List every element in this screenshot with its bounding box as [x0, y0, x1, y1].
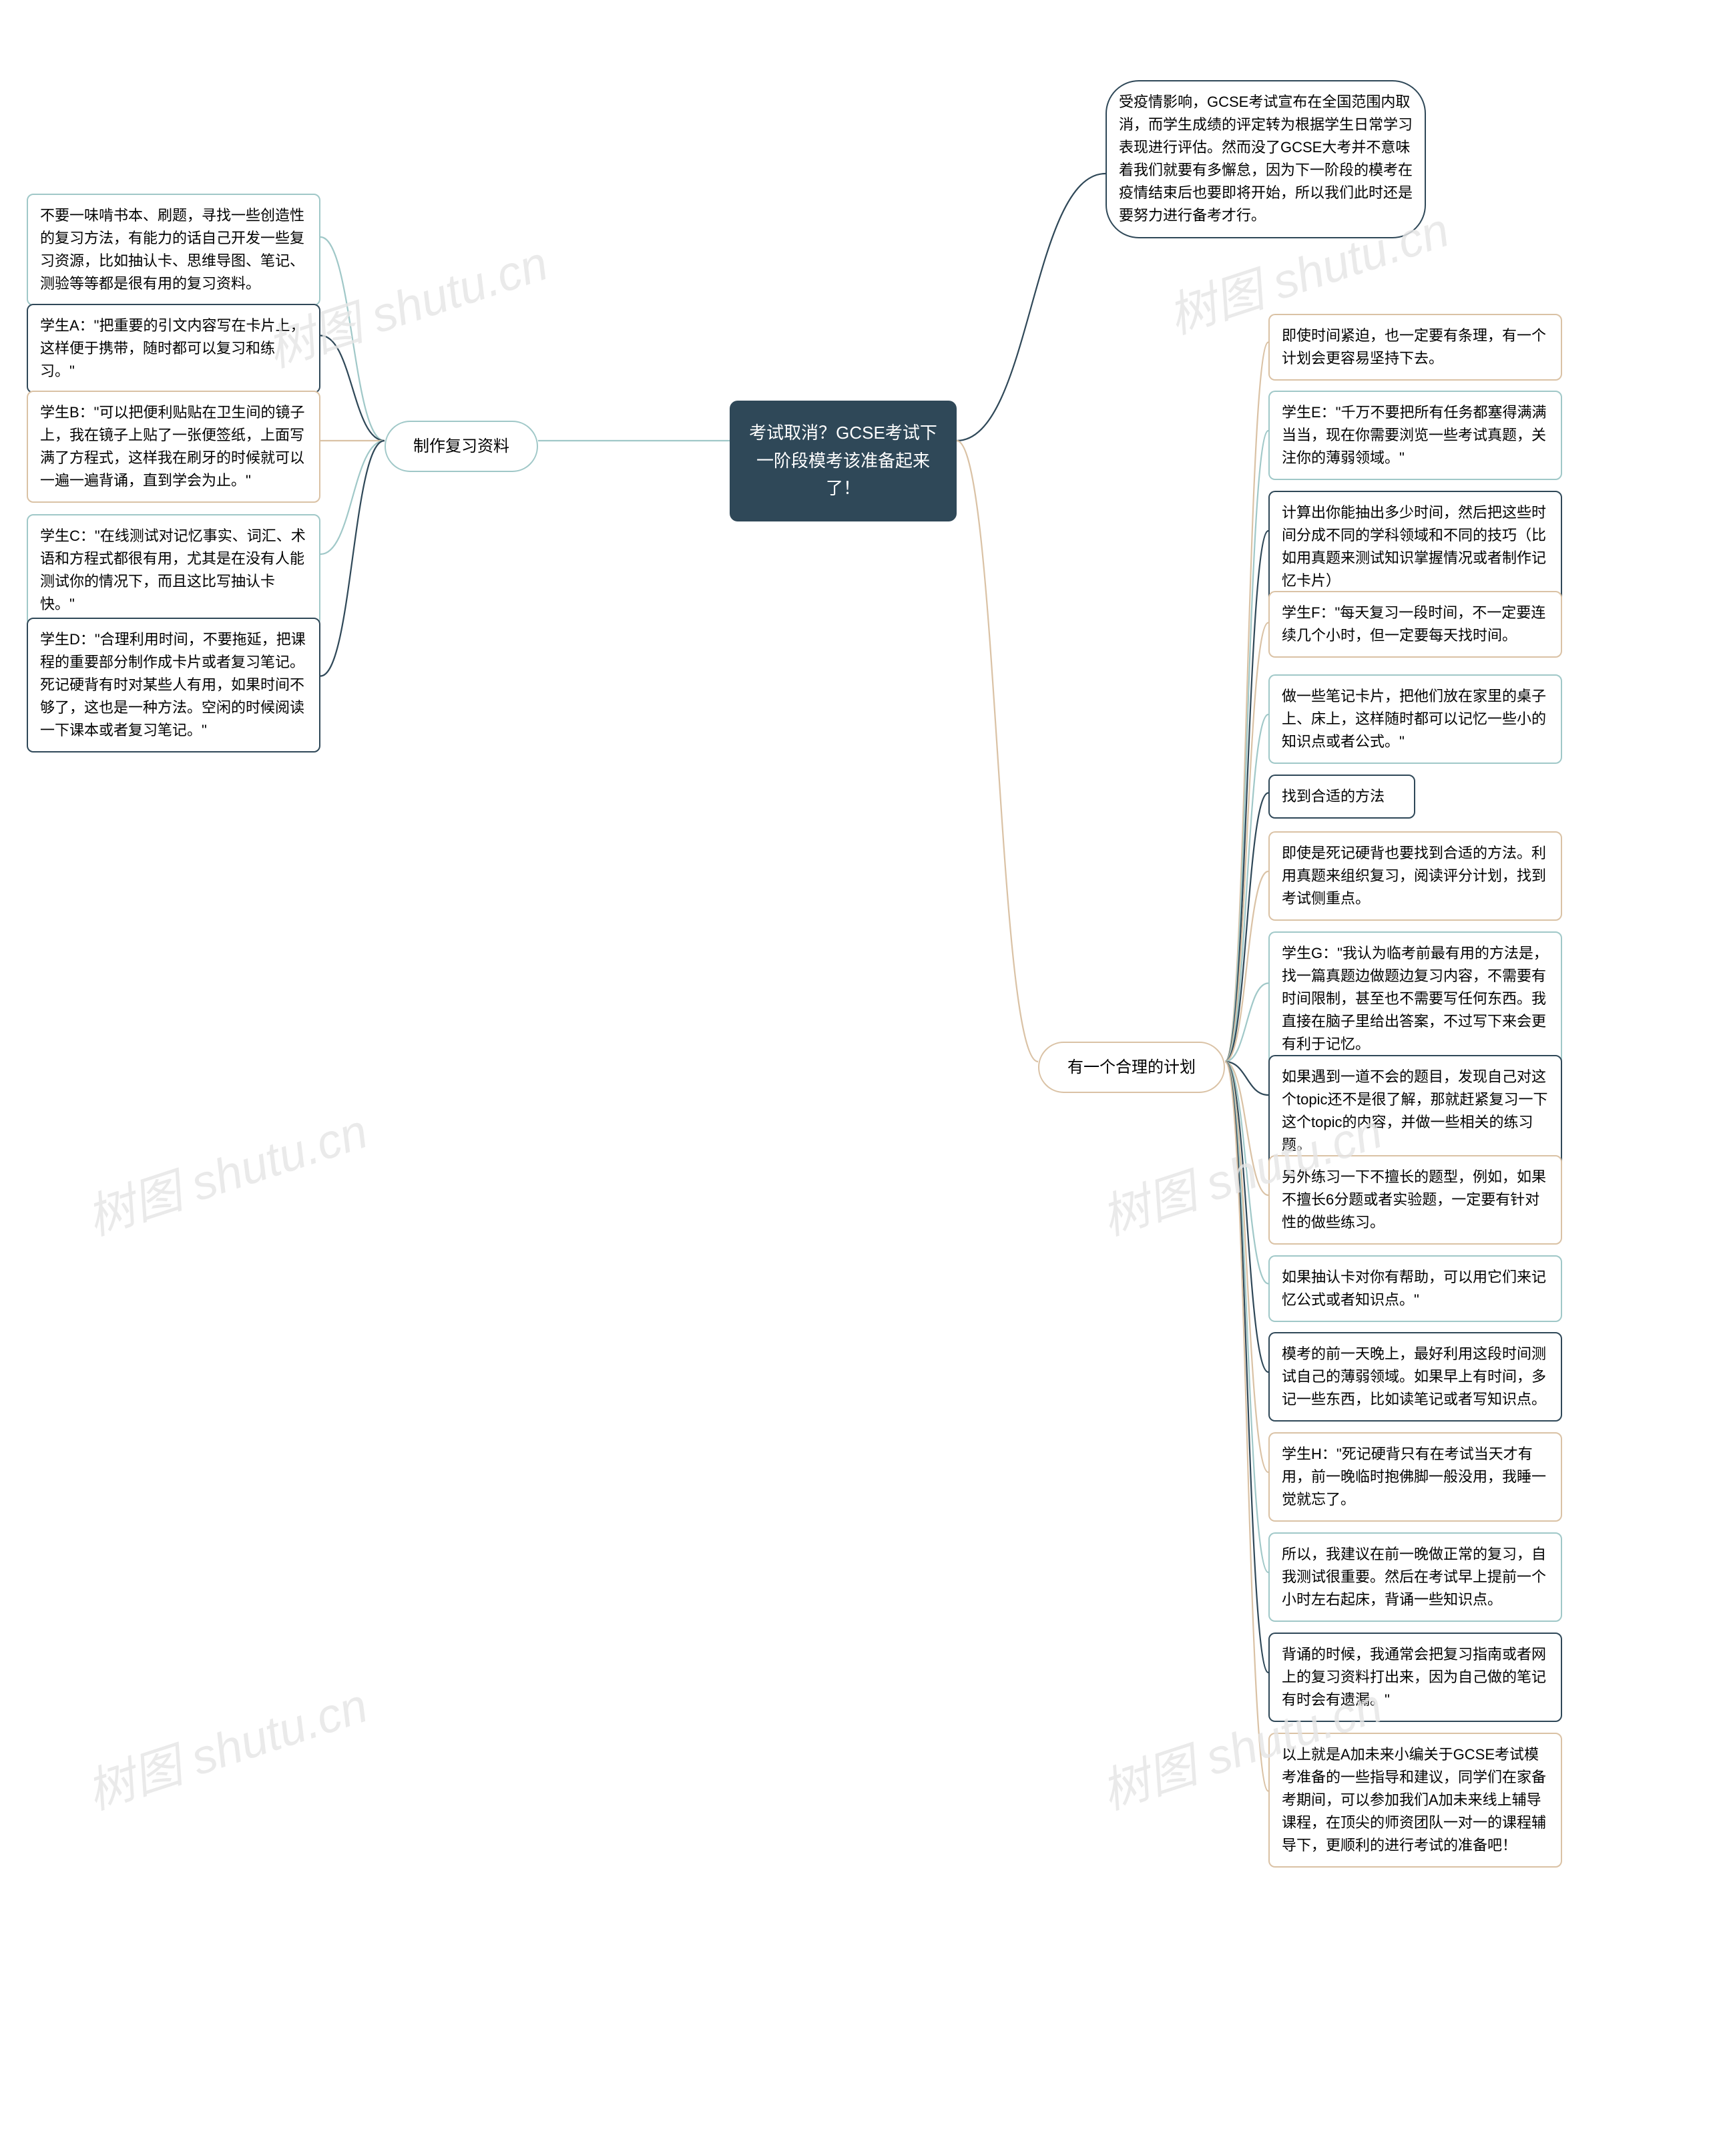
branch-have-plan: 有一个合理的计划 [1038, 1042, 1225, 1093]
branch-make-materials: 制作复习资料 [385, 421, 538, 472]
right-leaf: 学生G："我认为临考前最有用的方法是，找一篇真题边做题边复习内容，不需要有时间限… [1268, 931, 1562, 1066]
watermark: 树图 shutu.cn [76, 1092, 375, 1249]
right-leaf: 即使是死记硬背也要找到合适的方法。利用真题来组织复习，阅读评分计划，找到考试侧重… [1268, 831, 1562, 921]
left-leaf: 学生B："可以把便利贴贴在卫生间的镜子上，我在镜子上贴了一张便签纸，上面写满了方… [27, 391, 320, 503]
left-leaf: 不要一味啃书本、刷题，寻找一些创造性的复习方法，有能力的话自己开发一些复习资源，… [27, 194, 320, 306]
right-leaf: 所以，我建议在前一晚做正常的复习，自我测试很重要。然后在考试早上提前一个小时左右… [1268, 1532, 1562, 1622]
right-leaf: 如果遇到一道不会的题目，发现自己对这个topic还不是很了解，那就赶紧复习一下这… [1268, 1055, 1562, 1167]
right-leaf: 计算出你能抽出多少时间，然后把这些时间分成不同的学科领域和不同的技巧（比如用真题… [1268, 491, 1562, 603]
right-leaf: 找到合适的方法 [1268, 775, 1415, 819]
right-leaf: 以上就是A加未来小编关于GCSE考试模考准备的一些指导和建议，同学们在家备考期间… [1268, 1733, 1562, 1868]
right-leaf: 学生F："每天复习一段时间，不一定要连续几个小时，但一定要每天找时间。 [1268, 591, 1562, 658]
root-node: 考试取消？GCSE考试下一阶段模考该准备起来了！ [730, 401, 957, 521]
right-leaf: 背诵的时候，我通常会把复习指南或者网上的复习资料打出来，因为自己做的笔记有时会有… [1268, 1633, 1562, 1722]
watermark: 树图 shutu.cn [76, 1666, 375, 1823]
right-leaf: 如果抽认卡对你有帮助，可以用它们来记忆公式或者知识点。" [1268, 1255, 1562, 1322]
right-leaf: 做一些笔记卡片，把他们放在家里的桌子上、床上，这样随时都可以记忆一些小的知识点或… [1268, 674, 1562, 764]
right-leaf: 模考的前一天晚上，最好利用这段时间测试自己的薄弱领域。如果早上有时间，多记一些东… [1268, 1332, 1562, 1422]
right-leaf: 学生E："千万不要把所有任务都塞得满满当当，现在你需要浏览一些考试真题，关注你的… [1268, 391, 1562, 480]
left-leaf: 学生A："把重要的引文内容写在卡片上，这样便于携带，随时都可以复习和练习。" [27, 304, 320, 393]
left-leaf: 学生C："在线测试对记忆事实、词汇、术语和方程式都很有用，尤其是在没有人能测试你… [27, 514, 320, 626]
right-leaf: 另外练习一下不擅长的题型，例如，如果不擅长6分题或者实验题，一定要有针对性的做些… [1268, 1155, 1562, 1245]
right-leaf: 即使时间紧迫，也一定要有条理，有一个计划会更容易坚持下去。 [1268, 314, 1562, 381]
left-leaf: 学生D："合理利用时间，不要拖延，把课程的重要部分制作成卡片或者复习笔记。死记硬… [27, 618, 320, 752]
right-leaf: 学生H："死记硬背只有在考试当天才有用，前一晚临时抱佛脚一般没用，我睡一觉就忘了… [1268, 1432, 1562, 1522]
intro-node: 受疫情影响，GCSE考试宣布在全国范围内取消，而学生成绩的评定转为根据学生日常学… [1106, 80, 1426, 238]
